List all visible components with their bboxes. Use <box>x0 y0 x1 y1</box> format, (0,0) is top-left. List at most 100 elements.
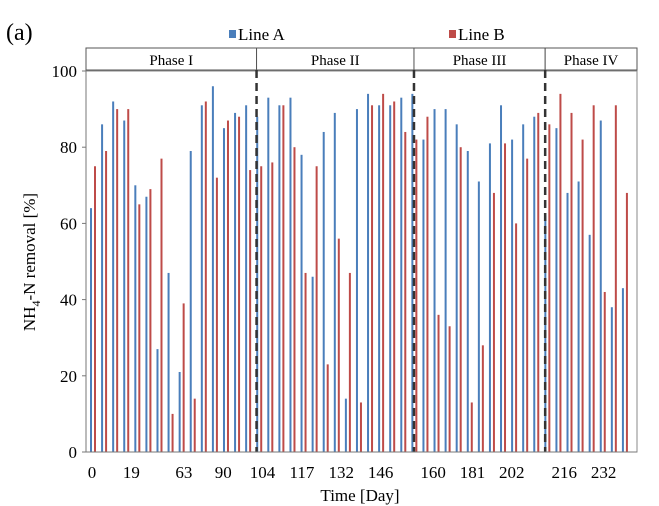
bar-line-b-45 <box>592 105 595 452</box>
bar-line-b-3 <box>127 109 130 452</box>
bar-line-a-10 <box>200 105 203 452</box>
bar-line-a-34 <box>466 151 469 452</box>
phase-label-3: Phase III <box>453 53 507 69</box>
bar-line-a-13 <box>234 112 237 452</box>
bar-line-a-45 <box>588 234 591 452</box>
bar-line-a-36 <box>488 143 491 452</box>
bar-line-a-11 <box>211 86 214 453</box>
legend-swatch-line-b <box>449 30 456 38</box>
legend-swatch-line-a <box>229 30 236 38</box>
bar-line-b-47 <box>614 105 617 452</box>
bar-line-a-27 <box>389 105 392 452</box>
bar-line-a-7 <box>167 272 170 452</box>
bar-line-b-46 <box>603 291 606 452</box>
bar-line-b-41 <box>548 124 551 452</box>
bar-line-b-20 <box>315 166 318 452</box>
bar-line-b-29 <box>415 139 418 452</box>
bar-line-b-26 <box>382 93 385 453</box>
x-tick-label-90: 90 <box>215 463 232 482</box>
bar-line-a-46 <box>599 120 602 452</box>
bar-line-a-48 <box>621 288 624 452</box>
x-tick-label-160: 160 <box>420 463 446 482</box>
bar-line-a-33 <box>455 124 458 452</box>
legend-label-line-a: Line A <box>238 25 285 44</box>
bar-line-a-40 <box>533 116 536 452</box>
bar-line-b-31 <box>437 314 440 452</box>
bar-line-a-35 <box>477 181 480 453</box>
bar-line-a-42 <box>555 128 558 452</box>
bar-line-b-33 <box>459 147 462 452</box>
x-tick-label-181: 181 <box>460 463 486 482</box>
bar-line-b-40 <box>537 112 540 452</box>
bar-line-a-17 <box>278 105 281 452</box>
x-tick-label-0: 0 <box>88 463 97 482</box>
x-tick-label-117: 117 <box>289 463 314 482</box>
bar-line-b-2 <box>116 109 119 452</box>
bar-line-a-20 <box>311 276 314 452</box>
bar-line-a-4 <box>134 185 137 453</box>
bar-line-b-43 <box>570 112 573 452</box>
bar-line-b-27 <box>393 101 396 452</box>
bar-line-b-9 <box>193 398 196 452</box>
bar-line-a-44 <box>577 181 580 453</box>
bar-line-a-43 <box>566 192 569 453</box>
bar-line-a-18 <box>289 97 292 453</box>
bar-line-b-24 <box>359 402 362 452</box>
bar-line-b-44 <box>581 139 584 452</box>
bar-line-a-39 <box>522 124 525 452</box>
bar-line-b-18 <box>293 147 296 452</box>
bar-line-a-29 <box>411 93 414 453</box>
bar-line-b-22 <box>337 238 340 452</box>
bar-line-b-4 <box>138 204 141 452</box>
legend: Line A Line B <box>229 25 505 44</box>
bar-line-b-12 <box>226 120 229 452</box>
bar-line-a-25 <box>367 93 370 453</box>
bar-line-a-19 <box>300 154 303 452</box>
bar-line-b-35 <box>481 345 484 452</box>
x-tick-label-216: 216 <box>552 463 578 482</box>
bars <box>90 86 628 453</box>
bar-line-b-34 <box>470 402 473 452</box>
bar-line-a-2 <box>112 101 115 452</box>
bar-line-b-23 <box>348 272 351 452</box>
bar-line-a-28 <box>400 97 403 453</box>
bar-line-b-30 <box>426 116 429 452</box>
bar-line-a-32 <box>444 109 447 452</box>
y-tick-label-60: 60 <box>60 214 77 233</box>
x-tick-label-232: 232 <box>591 463 617 482</box>
bar-line-a-9 <box>189 151 192 452</box>
y-tick-label-80: 80 <box>60 138 77 157</box>
bar-line-b-8 <box>182 303 185 452</box>
bar-line-a-23 <box>344 398 347 452</box>
bar-line-a-26 <box>378 105 381 452</box>
bar-line-b-5 <box>149 189 152 453</box>
bar-line-a-3 <box>123 120 126 452</box>
bar-line-b-32 <box>448 326 451 452</box>
bar-line-a-8 <box>178 371 181 452</box>
bar-line-a-21 <box>322 131 325 452</box>
y-axis-title-rest: -N removal [%] <box>20 193 39 301</box>
phase-label-2: Phase II <box>311 53 360 69</box>
bar-line-a-47 <box>610 307 613 452</box>
bar-line-a-24 <box>355 109 358 452</box>
x-tick-label-19: 19 <box>123 463 140 482</box>
phase-dividers <box>255 70 547 452</box>
bar-line-b-21 <box>326 364 329 452</box>
bar-line-b-0 <box>94 166 96 452</box>
bar-line-b-42 <box>559 93 562 453</box>
bar-line-a-14 <box>245 105 248 452</box>
x-tick-labels: 0 19 63 90 104 117 132 146 160 181 202 216 232 <box>88 463 617 482</box>
bar-line-b-14 <box>249 170 252 452</box>
bar-line-b-36 <box>492 192 495 453</box>
bar-line-b-7 <box>171 413 174 452</box>
y-tick-labels: 0 20 40 60 80 100 <box>52 62 86 462</box>
bar-line-a-1 <box>101 124 104 452</box>
bar-line-b-37 <box>504 143 507 452</box>
bar-line-a-16 <box>267 97 270 453</box>
bar-line-b-19 <box>304 272 307 452</box>
bar-line-a-31 <box>433 109 436 452</box>
bar-line-a-22 <box>333 112 336 452</box>
bar-line-a-30 <box>422 139 425 452</box>
y-tick-label-40: 40 <box>60 291 77 310</box>
bar-line-b-25 <box>371 105 374 452</box>
